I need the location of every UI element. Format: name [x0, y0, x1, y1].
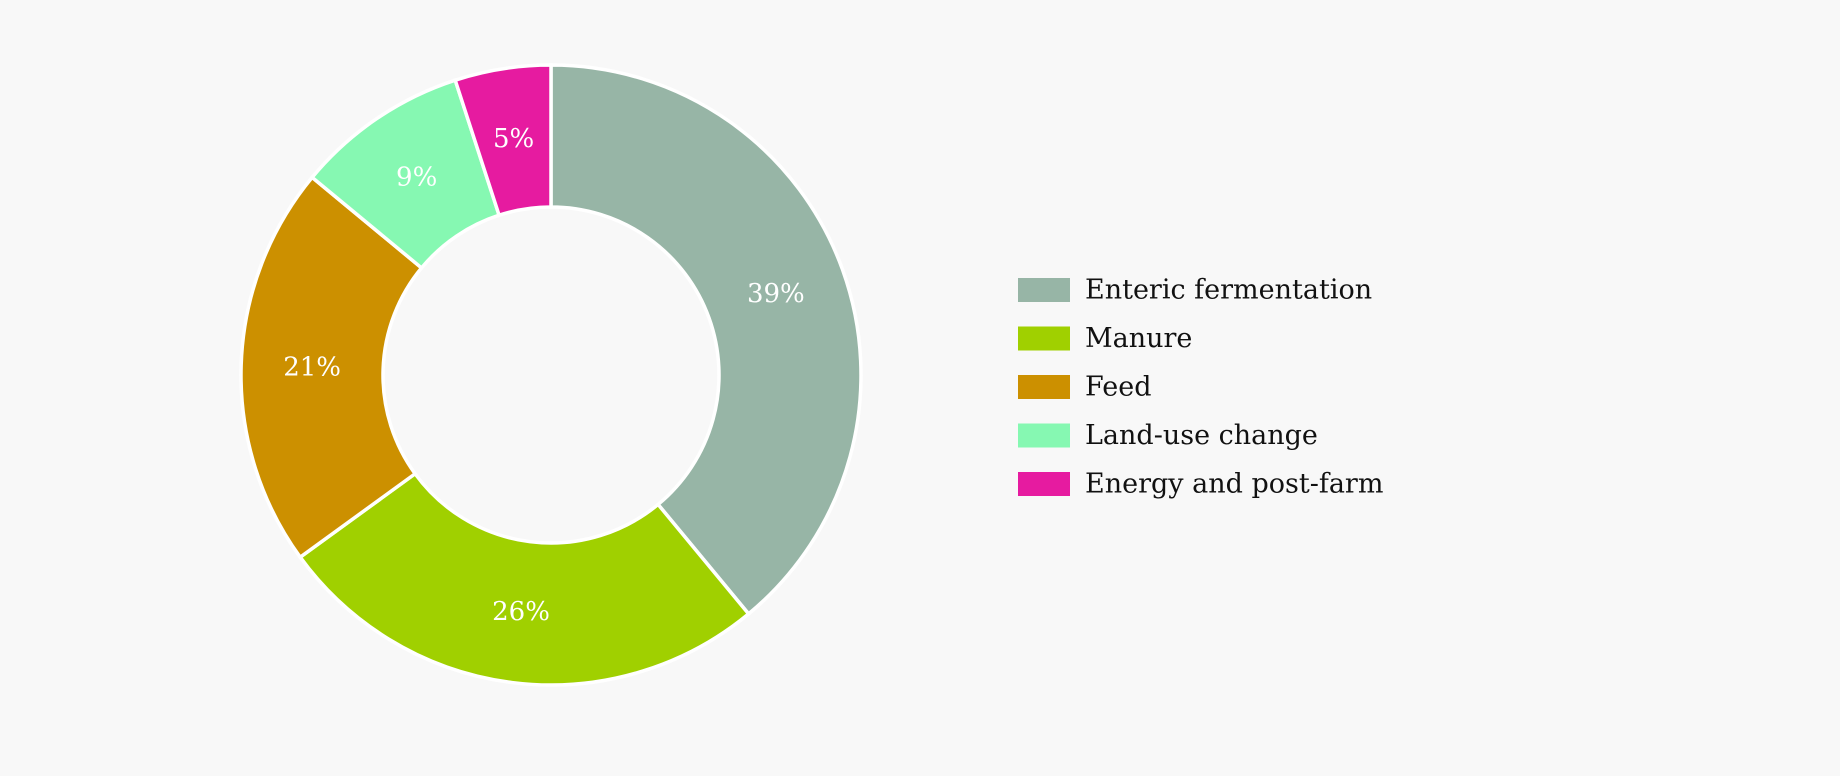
legend-swatch-enteric-fermentation [1018, 278, 1070, 302]
slice-labels-group: 39% 26% 21% 9% 5% [283, 124, 805, 627]
slice-label-energy-and-post-farm: 5% [493, 124, 534, 154]
legend-item-manure: Manure [1018, 323, 1192, 354]
legend-swatch-energy-and-post-farm [1018, 472, 1070, 496]
legend: Enteric fermentation Manure Feed Land-use c… [1018, 275, 1383, 500]
legend-label-land-use-change: Land-use change [1085, 420, 1318, 451]
legend-item-feed: Feed [1018, 372, 1152, 403]
legend-swatch-feed [1018, 375, 1070, 399]
slices-group [239, 63, 863, 687]
legend-label-manure: Manure [1085, 323, 1192, 354]
legend-swatch-manure [1018, 326, 1070, 351]
slice-energy-and-post-farm [452, 63, 553, 218]
legend-label-energy-and-post-farm: Energy and post-farm [1085, 469, 1383, 500]
legend-item-energy-and-post-farm: Energy and post-farm [1018, 469, 1383, 500]
slice-enteric-fermentation [549, 63, 863, 617]
slice-label-manure: 26% [492, 597, 550, 627]
slice-label-feed: 21% [283, 352, 341, 382]
legend-item-enteric-fermentation: Enteric fermentation [1018, 275, 1372, 306]
legend-label-enteric-fermentation: Enteric fermentation [1085, 275, 1372, 306]
slice-label-enteric-fermentation: 39% [747, 279, 805, 309]
legend-item-land-use-change: Land-use change [1018, 420, 1318, 451]
slice-manure [297, 471, 752, 687]
legend-label-feed: Feed [1085, 372, 1152, 403]
legend-swatch-land-use-change [1018, 423, 1070, 448]
slice-label-land-use-change: 9% [396, 162, 437, 192]
slice-feed [239, 174, 425, 560]
